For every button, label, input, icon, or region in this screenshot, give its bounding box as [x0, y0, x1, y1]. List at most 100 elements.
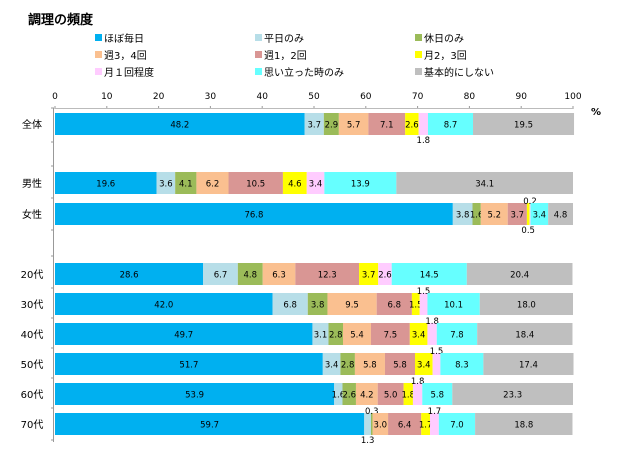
category-label: 20代 — [21, 269, 44, 281]
legend-swatch — [95, 68, 102, 75]
data-label: 6.4 — [398, 421, 412, 431]
bar-segment — [411, 293, 420, 315]
bar-segment — [324, 172, 397, 194]
data-label: 6.7 — [214, 271, 228, 281]
data-label: 7.0 — [450, 421, 464, 431]
data-label: 53.9 — [185, 391, 204, 401]
legend-label: 月2，3回 — [424, 50, 467, 62]
x-tick-label: 80 — [464, 92, 476, 102]
bar-segment — [355, 383, 378, 405]
category-label: 70代 — [21, 419, 44, 431]
data-label: 76.8 — [244, 211, 263, 221]
bar-segment — [452, 203, 473, 225]
legend-item: 休日のみ — [415, 33, 464, 45]
bar-segment — [422, 383, 453, 405]
category-label: 60代 — [21, 389, 44, 401]
bar-segment — [262, 263, 296, 285]
data-label: 18.8 — [514, 421, 533, 431]
bar-segment — [548, 203, 573, 225]
category-label: 男性 — [22, 177, 42, 190]
bar-segment — [378, 263, 392, 285]
bar-segment — [418, 113, 428, 135]
data-label: 1.3 — [361, 436, 375, 446]
data-label: 10.1 — [444, 301, 463, 311]
legend-swatch — [255, 51, 262, 58]
data-label: 3.7 — [362, 271, 376, 281]
bar-segment — [327, 293, 377, 315]
category-label: 女性 — [22, 208, 42, 221]
legend-swatch — [95, 34, 102, 41]
bar-segment — [480, 203, 508, 225]
bar-segment — [376, 293, 412, 315]
bar-segment — [307, 293, 328, 315]
bar-segment — [415, 353, 433, 375]
legend-label: 休日のみ — [424, 33, 464, 45]
bar-segment — [228, 172, 283, 194]
legend-label: 月１回程度 — [104, 66, 154, 79]
bar-segment — [55, 203, 453, 225]
legend-item: 月2，3回 — [415, 50, 467, 62]
bar-row: 女性 76.8 3.8 1.6 5.2 3.7 0.5 0.2 3.4 4.8 — [22, 197, 573, 236]
bar-row: 全体 48.2 3.7 2.9 5.7 7.1 2.6 1.8 8.7 19.5 — [22, 113, 575, 146]
x-tick-label: 100 — [564, 92, 581, 102]
data-label: 28.6 — [120, 271, 139, 281]
bar-row: 60代 53.9 1.62.6 4.2 5.0 1.8 1.8 5.8 23.3 — [21, 377, 573, 405]
data-label: 4.1 — [179, 180, 193, 190]
data-label: 8.3 — [455, 361, 469, 371]
data-label: 20.4 — [510, 271, 529, 281]
bar-segment — [529, 203, 531, 225]
data-label: 18.4 — [515, 331, 534, 341]
bar-row: 男性 19.6 3.6 4.1 6.2 10.5 4.6 3.4 13.9 34.1 — [22, 172, 573, 194]
data-label: 7.5 — [384, 331, 398, 341]
bar-segment — [322, 353, 341, 375]
bar-segment — [343, 323, 371, 345]
data-label: 2.6 — [342, 391, 356, 401]
data-label: 59.7 — [200, 421, 219, 431]
legend-label: 週1，2回 — [264, 50, 307, 62]
bar-segment — [342, 383, 356, 405]
bar-segment — [55, 113, 305, 135]
bar-segment — [272, 293, 308, 315]
data-label: 5.8 — [431, 391, 445, 401]
bar-segment — [526, 203, 530, 225]
bar-segment — [483, 353, 574, 375]
bar-segment — [479, 293, 573, 315]
bar-segment — [323, 113, 339, 135]
bar-segment — [295, 263, 360, 285]
bar-segment — [364, 413, 371, 435]
data-label: 3.6 — [159, 180, 173, 190]
bar-segment — [427, 113, 474, 135]
bar-segment — [507, 203, 527, 225]
bar-segment — [377, 383, 404, 405]
bar-segment — [328, 323, 344, 345]
bar-segment — [388, 413, 422, 435]
bar-segment — [55, 293, 273, 315]
data-label: 1.7 — [428, 407, 442, 417]
bar-segment — [409, 323, 428, 345]
data-label: 17.4 — [519, 361, 538, 371]
legend-item: 平日のみ — [255, 34, 304, 45]
bar-segment — [304, 113, 324, 135]
bar-row: 50代 51.7 3.4 2.8 5.8 5.8 3.41.58.3 17.4 — [21, 347, 574, 375]
bar-segment — [475, 413, 573, 435]
bar-segment — [370, 413, 373, 435]
category-label: 全体 — [22, 118, 42, 131]
legend-label: 基本的にしない — [424, 66, 494, 79]
bar-segment — [438, 413, 476, 435]
bar-segment — [55, 323, 313, 345]
bar-segment — [370, 323, 410, 345]
data-label: 0.5 — [521, 226, 535, 236]
bar-segment — [55, 263, 204, 285]
category-label: 50代 — [21, 359, 44, 371]
x-tick-label: 70 — [412, 92, 424, 102]
data-label: 7.1 — [380, 121, 394, 131]
bar-segment — [359, 263, 379, 285]
data-label: 9.5 — [345, 301, 359, 311]
data-label: 1.8 — [417, 136, 431, 146]
category-label: 30代 — [21, 299, 44, 311]
legend-swatch — [415, 68, 422, 75]
bar-segment — [419, 293, 428, 315]
unit-label: % — [591, 107, 601, 118]
data-label: 2.8 — [329, 331, 343, 341]
